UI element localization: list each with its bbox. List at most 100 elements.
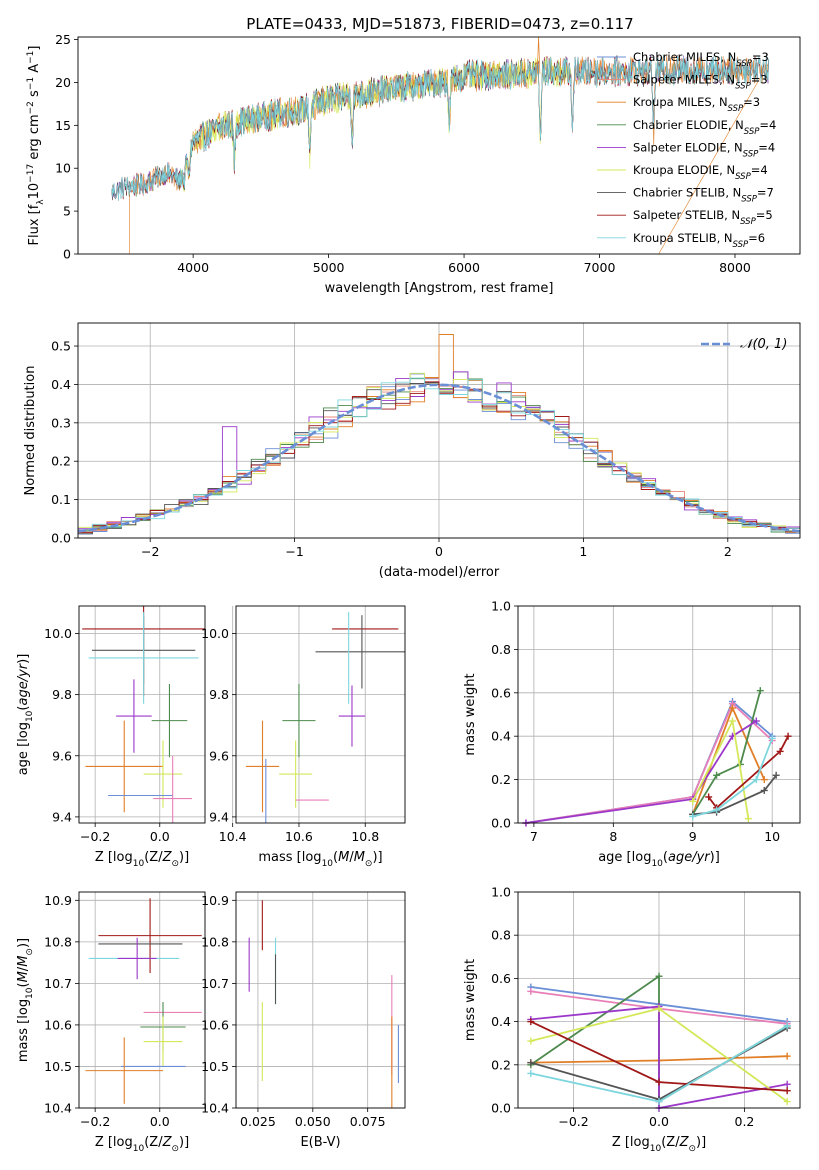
y-tick-label: 0.4 — [51, 377, 71, 392]
x-tick-label: 7 — [530, 829, 538, 844]
y-tick-label: 10.9 — [44, 893, 72, 908]
x-tick-label: 0.2 — [735, 1114, 755, 1129]
plus-marker — [655, 1098, 663, 1106]
y-axis-label: mass weight — [463, 959, 478, 1041]
errorbar-point — [143, 740, 183, 808]
y-tick-label: 10.6 — [44, 1017, 72, 1032]
plus-marker — [783, 1052, 791, 1060]
panel-mass-vs-metallicity: −0.2 0.0 10.4 10.5 10.6 10.7 10.8 10.9 Z [log10(… — [16, 891, 206, 1154]
plus-marker — [527, 1059, 535, 1067]
y-tick-label: 10.4 — [44, 1101, 72, 1116]
y-tick-label: 0.4 — [491, 729, 511, 744]
y-tick-label: 5 — [63, 204, 71, 219]
y-tick-label: 0.6 — [491, 685, 511, 700]
panel-age-vs-metallicity: −0.2 0.0 9.4 9.6 9.8 10.0 Z [log10(Z/Z⊙)] age [… — [16, 605, 206, 869]
errorbar-point — [279, 740, 313, 808]
legend-entry: Salpeter ELODIE, NSSP=4 — [633, 140, 775, 159]
errorbar-point — [282, 683, 316, 758]
plus-marker — [760, 786, 768, 794]
massweight-line — [530, 1005, 788, 1110]
y-tick-label: 25 — [55, 32, 71, 47]
plus-marker — [783, 1098, 791, 1106]
plus-marker — [713, 806, 721, 814]
y-tick-label: 0.8 — [491, 642, 511, 657]
plus-marker — [760, 776, 768, 784]
x-tick-label: 2 — [724, 544, 732, 559]
errorbar-point — [338, 685, 366, 747]
plus-marker — [527, 1037, 535, 1045]
y-axis-label: mass weight — [463, 673, 478, 755]
y-tick-label: 1.0 — [491, 885, 511, 900]
x-tick-label: −0.2 — [80, 1114, 110, 1129]
x-axis-label: age [log10(age/yr)] — [598, 850, 720, 869]
figure-title: PLATE=0433, MJD=51873, FIBERID=0473, z=0… — [246, 15, 633, 33]
plus-marker — [752, 717, 760, 725]
plus-marker — [752, 776, 760, 784]
plus-marker — [784, 732, 792, 740]
x-tick-label: 4000 — [177, 260, 209, 275]
plus-marker — [744, 815, 752, 823]
legend-entry: Chabrier ELODIE, NSSP=4 — [633, 118, 776, 137]
x-tick-label: −0.2 — [558, 1114, 588, 1129]
y-tick-label: 10.5 — [44, 1059, 72, 1074]
errorbar-point — [153, 755, 193, 823]
y-tick-label: 0.0 — [491, 1101, 511, 1116]
plus-marker — [783, 1087, 791, 1095]
y-tick-label: 0.5 — [51, 339, 71, 354]
errorbar-point — [88, 612, 199, 704]
x-tick-label: 0 — [435, 544, 443, 559]
panel-residual-histogram: −2 −1 0 1 2 0.0 0.1 0.2 0.3 0.4 0.5 (data-model)/er… — [23, 322, 801, 580]
plus-marker — [527, 1069, 535, 1077]
x-tick-label: 9 — [689, 829, 697, 844]
errorbar-point — [116, 679, 152, 753]
x-tick-label: 7000 — [584, 260, 616, 275]
y-tick-label: 20 — [55, 75, 71, 90]
axes-frame — [235, 891, 406, 1109]
y-tick-label: 0.3 — [51, 415, 71, 430]
x-tick-label: 10 — [764, 829, 780, 844]
x-tick-label: 8000 — [719, 260, 751, 275]
plus-marker — [689, 812, 697, 820]
y-tick-label: 0.0 — [491, 816, 511, 831]
legend-entry: Kroupa STELIB, NSSP=6 — [633, 231, 765, 250]
y-tick-label: 10.0 — [201, 626, 229, 641]
y-tick-label: 9.6 — [209, 748, 229, 763]
x-axis-label: mass [log10(M/M⊙)] — [258, 850, 382, 869]
y-tick-label: 10.7 — [201, 976, 229, 991]
plus-marker — [783, 1022, 791, 1030]
x-tick-label: 0.0 — [150, 829, 170, 844]
y-axis-label: age [log10(age/yr)] — [16, 654, 35, 776]
y-tick-label: 10 — [55, 161, 71, 176]
axes-frame — [517, 891, 801, 1109]
plus-marker — [689, 797, 697, 805]
y-tick-label: 9.4 — [209, 809, 229, 824]
y-tick-label: 10.6 — [201, 1017, 229, 1032]
massweight-line — [692, 690, 762, 815]
plus-marker — [776, 747, 784, 755]
x-axis-label: E(B-V) — [300, 1135, 340, 1150]
normal-curve — [77, 383, 801, 533]
y-tick-label: 0.0 — [51, 531, 71, 546]
x-tick-label: 10.6 — [285, 829, 313, 844]
y-axis-label: Flux [fλ10−17 erg cm−2 s−1 A−1] — [26, 46, 46, 246]
plus-marker — [655, 1005, 663, 1013]
errorbar-point — [143, 1016, 183, 1067]
x-tick-label: 6000 — [448, 260, 480, 275]
errorbar-point — [245, 720, 280, 813]
y-tick-label: 0.1 — [51, 492, 71, 507]
legend-entry: Chabrier STELIB, NSSP=7 — [633, 186, 774, 205]
errorbar-point — [85, 1037, 163, 1104]
x-axis-label: wavelength [Angstrom, rest frame] — [325, 281, 554, 296]
panel-age-vs-mass: 10.4 10.6 10.8 9.4 9.6 9.8 10.0 mass [log10(M/M… — [201, 605, 406, 869]
massweight-line — [692, 738, 774, 818]
x-tick-label: −0.2 — [80, 829, 110, 844]
y-tick-label: 10.8 — [201, 934, 229, 949]
y-tick-label: 0.2 — [491, 1057, 511, 1072]
y-tick-label: 0.4 — [491, 1014, 511, 1029]
y-axis-label: Normed distribution — [23, 366, 38, 496]
panel-massweight-vs-metallicity: −0.2 0.0 0.2 0.0 0.2 0.4 0.6 0.8 1.0 Z [log10(Z/Z… — [463, 885, 801, 1154]
y-tick-label: 10.0 — [44, 626, 72, 641]
x-axis-label: Z [log10(Z/Z⊙)] — [95, 1135, 189, 1154]
y-tick-label: 10.8 — [44, 934, 72, 949]
